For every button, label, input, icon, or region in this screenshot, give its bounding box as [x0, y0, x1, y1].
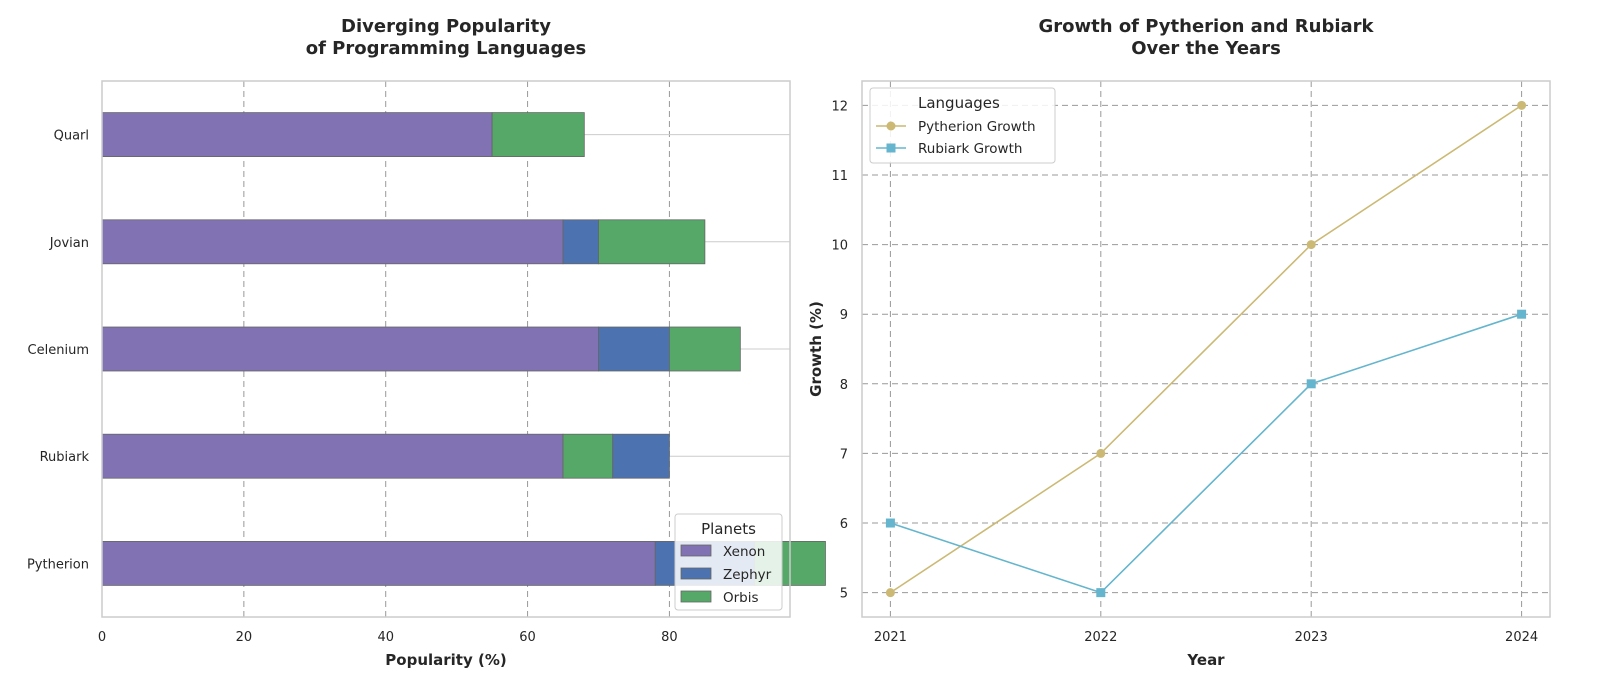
y-tick-label-12: 12 [831, 99, 848, 114]
line-rubiark-growth [890, 313, 1522, 594]
line-pytherion-growth [889, 104, 1523, 594]
bar-celenium-xenon [101, 326, 599, 372]
point-pytherion-growth-2023 [1306, 240, 1316, 250]
x-tick-label-2024: 2024 [1505, 630, 1538, 645]
y-tick-label-8: 8 [840, 378, 848, 393]
x-tick-label-2022: 2022 [1084, 630, 1117, 645]
bar-legend-title: Planets [701, 520, 756, 538]
x-tick-label-40: 40 [377, 630, 394, 645]
point-pytherion-growth-2021 [885, 588, 895, 598]
legend-label-pytherion-growth: Pytherion Growth [918, 119, 1036, 135]
x-tick-label-2023: 2023 [1295, 630, 1328, 645]
y-tick-label-10: 10 [831, 239, 848, 254]
legend-label-zephyr: Zephyr [723, 567, 772, 583]
point-rubiark-growth-2021 [885, 518, 895, 528]
bar-chart-x-label: Popularity (%) [385, 651, 506, 669]
point-rubiark-growth-2024 [1517, 309, 1527, 319]
line-chart-frame [861, 80, 1551, 618]
bar-rubiark-orbis [562, 433, 614, 479]
y-tick-label-jovian: Jovian [49, 236, 89, 251]
bar-jovian-orbis [598, 219, 706, 265]
bar-legend-box [674, 513, 783, 611]
x-tick-label-2021: 2021 [874, 630, 907, 645]
legend-swatch-xenon [680, 544, 712, 557]
bar-jovian-xenon [101, 219, 564, 265]
line-chart-title-line2: Over the Years [1131, 38, 1281, 59]
point-pytherion-growth-2024 [1517, 100, 1527, 110]
bar-pytherion-xenon [101, 541, 656, 586]
line-legend-box [869, 87, 1056, 164]
bar-chart-y-ticks: Pytherion Rubiark Celenium Jovian Quarl [27, 129, 89, 573]
line-chart-panel: Growth of Pytherion and Rubiark Over the… [807, 16, 1551, 669]
bar-chart-panel: Diverging Popularity of Programming Lang… [27, 16, 826, 669]
line-chart-title-line1: Growth of Pytherion and Rubiark [1038, 16, 1374, 37]
line-chart-series [885, 100, 1527, 598]
y-tick-label-quarl: Quarl [54, 129, 89, 144]
bar-celenium-zephyr [598, 326, 670, 372]
x-tick-label-80: 80 [661, 630, 678, 645]
bar-rubiark-xenon [101, 433, 564, 479]
x-tick-label-20: 20 [236, 630, 253, 645]
y-tick-label-7: 7 [840, 447, 848, 462]
bar-celenium-orbis [669, 326, 741, 372]
legend-marker-rubiark-growth [886, 143, 896, 153]
bar-chart-frame [101, 80, 791, 618]
point-pytherion-growth-2022 [1096, 448, 1106, 458]
line-chart-y-ticks: 5 6 7 8 9 10 11 12 [831, 99, 848, 601]
line-chart-y-label: Growth (%) [807, 301, 825, 397]
legend-swatch-zephyr [680, 567, 712, 580]
x-tick-label-0: 0 [98, 630, 106, 645]
bar-quarl-xenon [101, 112, 493, 157]
legend-label-orbis: Orbis [723, 590, 759, 606]
bar-chart-title-line2: of Programming Languages [306, 38, 587, 59]
bar-jovian-zephyr [562, 219, 599, 265]
bar-chart-title-line1: Diverging Popularity [341, 16, 551, 37]
bar-quarl-orbis [491, 112, 585, 157]
x-tick-label-60: 60 [519, 630, 536, 645]
legend-label-xenon: Xenon [723, 544, 765, 560]
point-rubiark-growth-2023 [1306, 379, 1316, 389]
bar-chart-legend: Planets Xenon Zephyr Orbis [674, 513, 783, 611]
line-chart-legend: Languages Pytherion Growth Rubiark Growt… [869, 87, 1056, 164]
legend-label-rubiark-growth: Rubiark Growth [918, 141, 1022, 157]
y-tick-label-6: 6 [840, 517, 848, 532]
line-chart-x-ticks: 2021 2022 2023 2024 [874, 630, 1538, 645]
bar-chart-x-ticks: 0 20 40 60 80 [98, 630, 678, 645]
legend-marker-pytherion-growth [886, 121, 896, 131]
legend-swatch-orbis [680, 590, 712, 603]
point-rubiark-growth-2022 [1096, 588, 1106, 598]
y-tick-label-11: 11 [831, 169, 848, 184]
y-tick-label-rubiark: Rubiark [40, 450, 90, 465]
line-legend-title: Languages [918, 94, 1000, 112]
y-tick-label-9: 9 [840, 308, 848, 323]
y-tick-label-celenium: Celenium [28, 343, 89, 358]
bar-rubiark-zephyr [612, 433, 670, 479]
line-chart-x-label: Year [1186, 651, 1225, 669]
y-tick-label-5: 5 [840, 587, 848, 602]
y-tick-label-pytherion: Pytherion [27, 557, 89, 572]
